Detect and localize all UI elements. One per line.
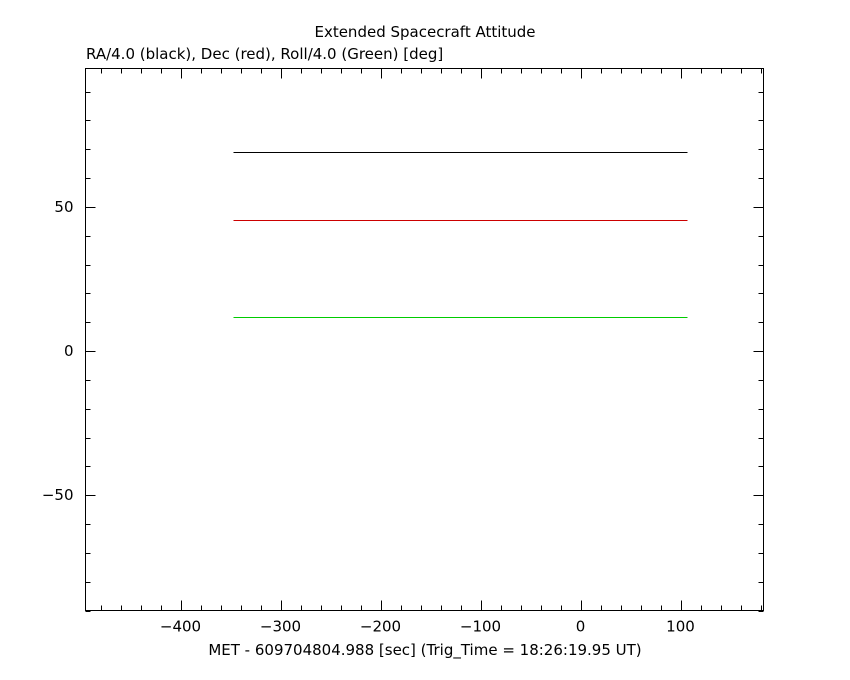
x-axis-label: MET - 609704804.988 [sec] (Trig_Time = 1… [208,641,641,660]
y-tick-label: 50 [54,198,73,216]
plot-frame [85,68,764,611]
x-tick-label: 0 [576,618,586,636]
x-axis-ticks [101,68,762,611]
x-axis-tick-labels: −400 −300 −200 −100 0 100 [160,618,695,636]
y-tick-label: −50 [42,486,74,504]
x-tick-label: −200 [360,618,401,636]
x-tick-label: −400 [160,618,201,636]
x-tick-label: 100 [666,618,695,636]
chart-title: Extended Spacecraft Attitude [314,23,535,41]
chart-subtitle: RA/4.0 (black), Dec (red), Roll/4.0 (Gre… [86,45,443,63]
y-tick-label: 0 [64,342,74,360]
x-tick-label: −100 [460,618,501,636]
x-tick-label: −300 [260,618,301,636]
series-lines [233,152,688,318]
y-axis-ticks [85,92,764,612]
y-axis-tick-labels: −50 0 50 [42,198,74,504]
